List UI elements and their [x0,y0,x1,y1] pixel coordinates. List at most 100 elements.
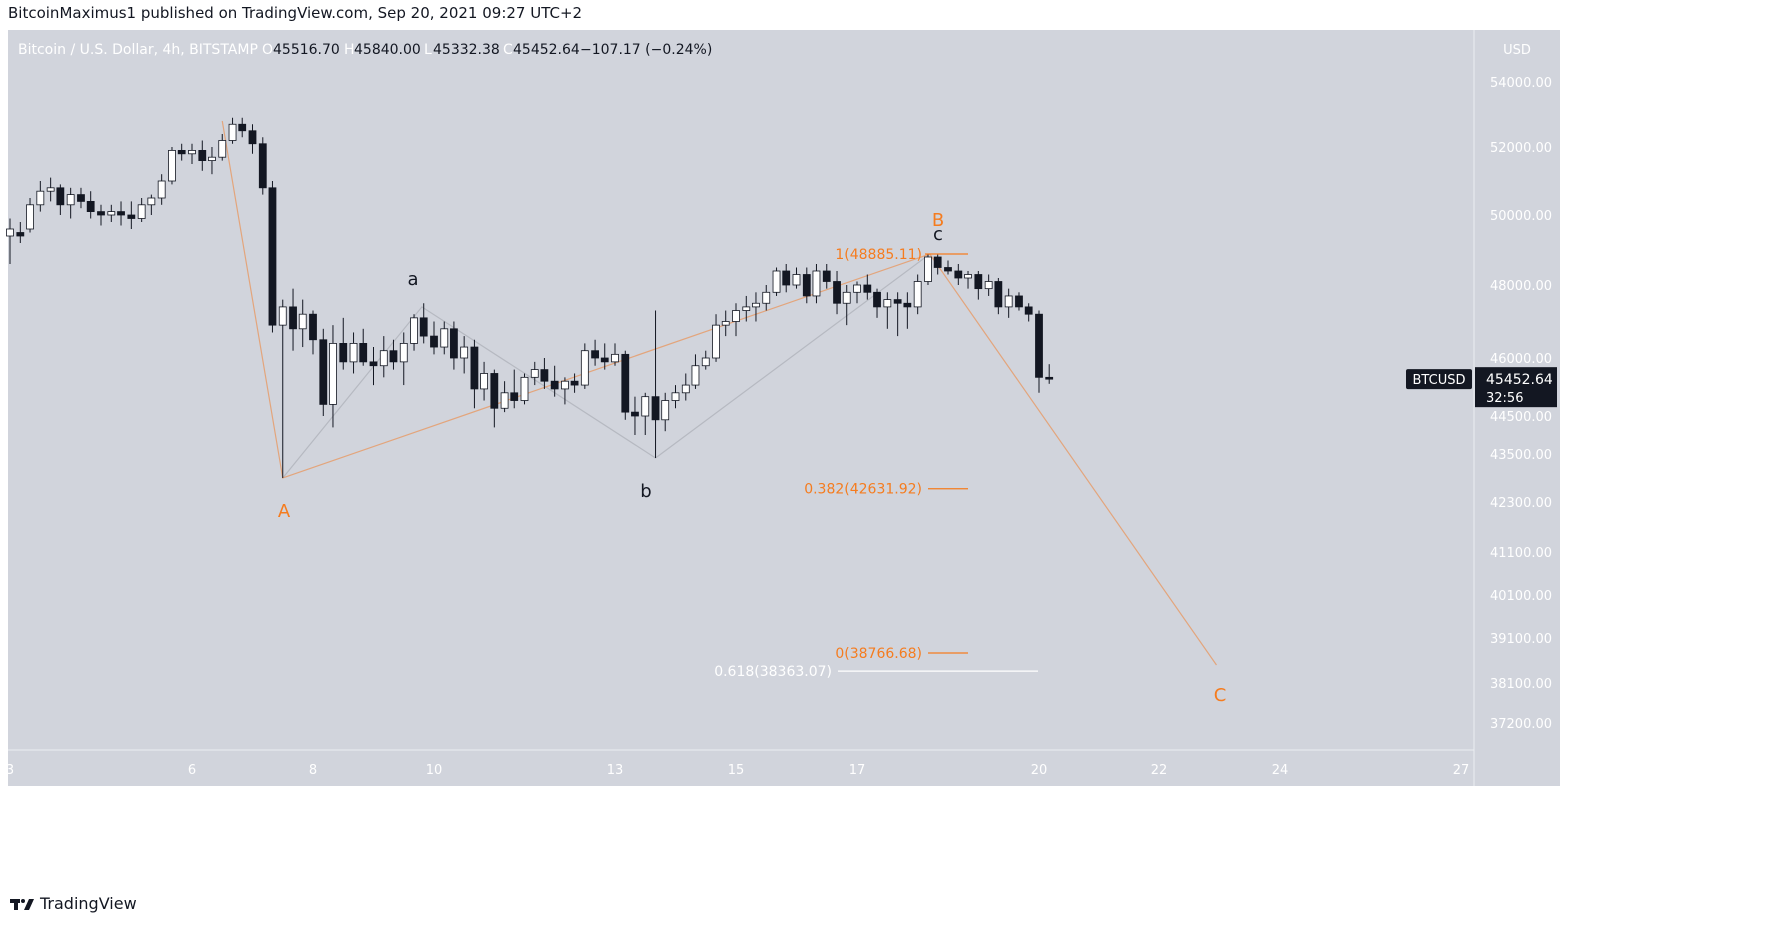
candle-body-down [309,313,317,341]
candle-body-up [218,140,227,158]
time-axis-panel[interactable] [8,750,1560,786]
candle-body-up [298,313,307,330]
candle [309,310,317,355]
candle-body-up [379,350,388,367]
candle [248,124,257,154]
candle [873,288,881,318]
price-tick-label: 43500.00 [1490,448,1552,463]
candle-body-up [66,194,75,206]
candle [580,343,589,389]
candle-body-up [500,392,509,409]
candle-body-up [721,321,730,326]
candle [389,339,398,370]
candle [833,271,841,315]
candle [46,177,55,202]
price-tick-label: 54000.00 [1490,76,1552,91]
candle [419,303,428,344]
candle-body-up [1004,295,1013,308]
candle [611,343,619,366]
candle-body-down [127,214,136,219]
candle-body-up [520,376,529,401]
candle [913,274,922,315]
candle [157,174,166,205]
candle [410,314,418,351]
fib-0382-label: 0.382(42631.92) [804,482,922,498]
candle-body-up [329,342,337,405]
candle [238,117,247,138]
wave-label-B: B [932,210,944,231]
candle [460,336,469,374]
candle [661,392,670,432]
candle-body-down [319,339,328,405]
candle-body-down [944,267,952,272]
candle [782,264,791,293]
candle [86,191,95,219]
candle [570,373,579,393]
candle [631,396,639,435]
candle [1045,364,1054,384]
candle [137,198,146,222]
candle [732,303,740,337]
footer-brand: TradingView [40,894,137,913]
candle [66,187,75,219]
candle-body-up [611,353,619,363]
candle-body-down [893,299,902,304]
legend-close-label: C [503,42,513,58]
candle-body-down [651,396,660,421]
candle-body-up [26,204,34,230]
candle-body-up [168,149,176,182]
price-tick-label: 39100.00 [1490,632,1552,647]
candle-body-up [157,180,166,199]
candle [480,361,488,401]
candle-body-up [46,187,55,192]
candle-body-down [238,123,247,132]
candle-body-down [1015,295,1023,308]
candle [36,181,45,212]
price-tick-label: 48000.00 [1490,279,1552,294]
candle-body-up [580,350,589,386]
candle-body-up [762,291,771,304]
candle [298,299,307,348]
candle [147,194,156,215]
candle-body-up [137,204,146,219]
candle [188,143,196,164]
candle [500,381,509,413]
candle-body-up [712,324,720,359]
price-tick-label: 46000.00 [1490,352,1552,367]
candle-body-up [984,281,993,290]
candle [762,285,771,311]
candle [822,264,831,289]
candle [883,292,892,329]
candle [721,310,730,337]
candle-body-up [440,328,449,348]
legend-high-value: 45840.00 [354,42,421,58]
candle [742,295,751,322]
candle-body-up [36,190,45,206]
candle [228,117,237,144]
candle [1024,303,1033,322]
candle [1004,288,1013,318]
legend-symbol: Bitcoin / U.S. Dollar, 4h, BITSTAMP [18,42,258,58]
candle [903,292,912,329]
tradingview-footer[interactable]: TradingView [10,894,137,913]
candle [954,264,963,285]
candle [440,321,449,355]
candle [218,134,227,161]
candle [691,354,700,389]
candle-body-down [77,194,85,202]
candle [561,377,569,405]
candle-body-up [883,299,892,308]
candle [26,198,34,233]
candle [863,274,872,300]
candle [278,299,287,478]
candle [520,373,529,405]
candle [792,267,801,289]
fib-0-label: 0(38766.68) [835,646,922,662]
candle [6,218,14,264]
candle-body-up [913,281,922,308]
candle [1035,310,1043,393]
candle [359,328,368,366]
time-tick-label: 10 [426,763,443,778]
price-tick-label: 40100.00 [1490,589,1552,604]
